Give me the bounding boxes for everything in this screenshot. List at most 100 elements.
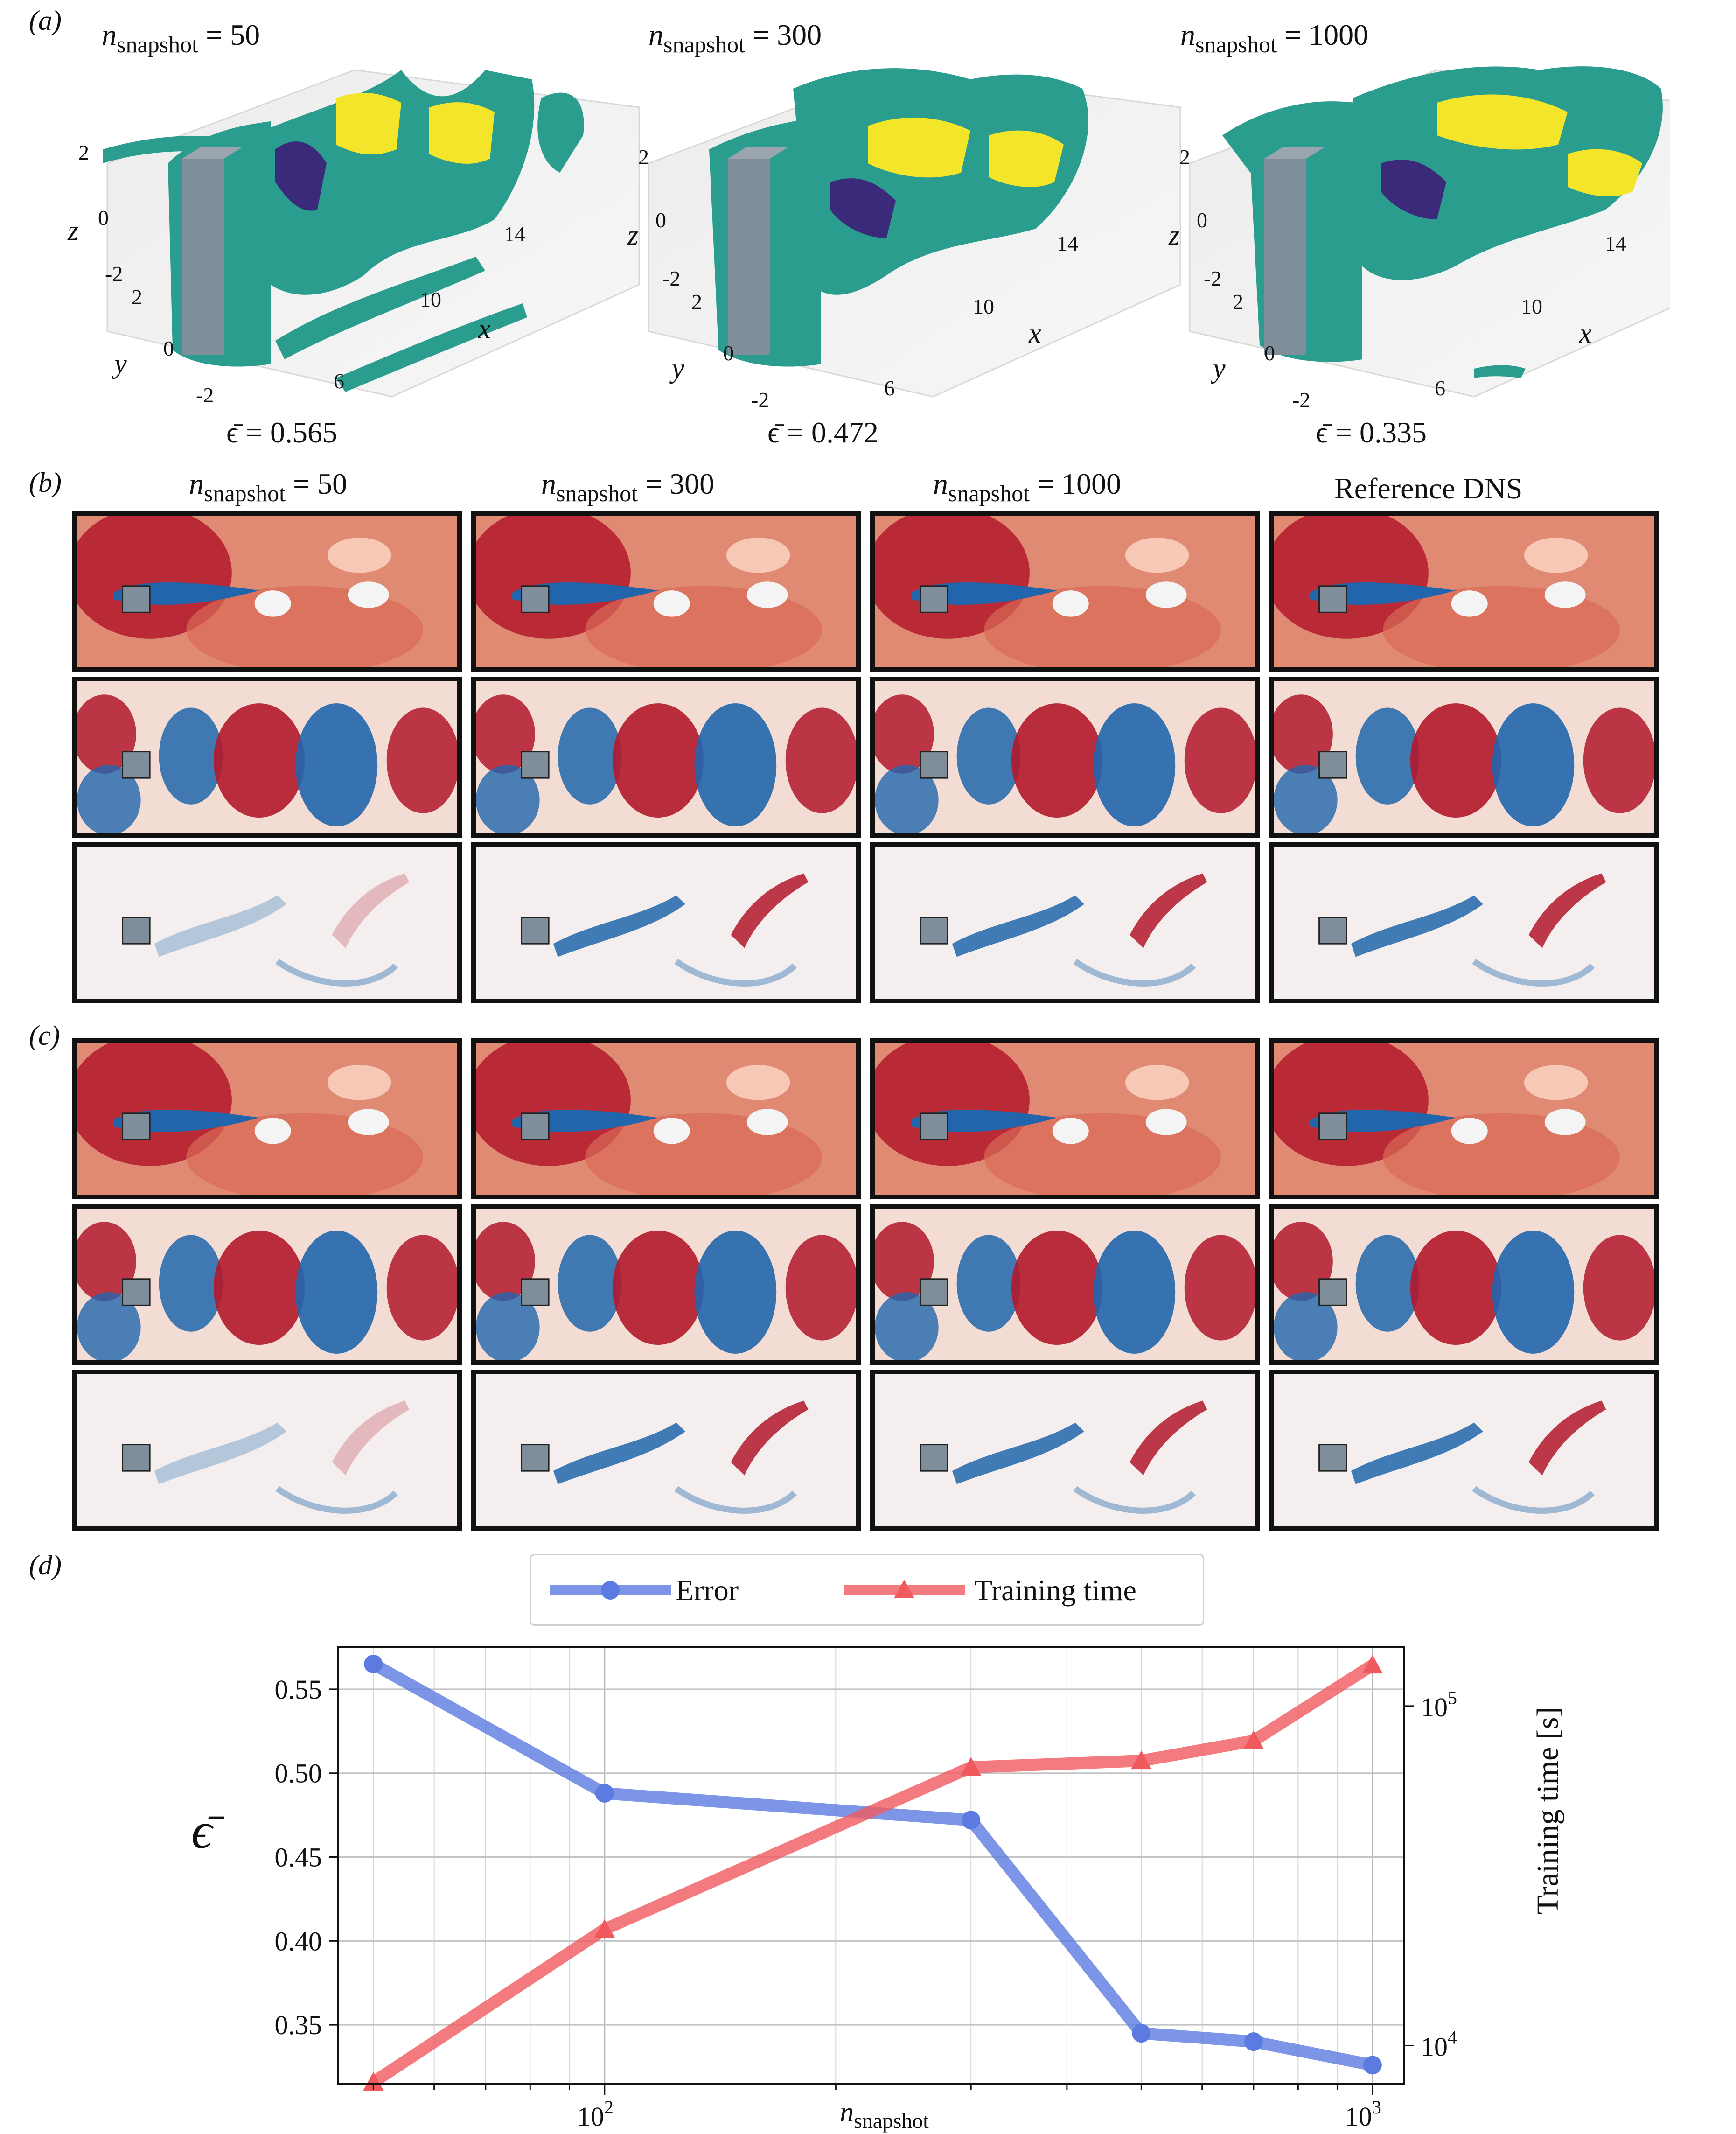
flow-field-c-row2-col2 [471, 1204, 861, 1365]
training-time-point [1243, 1730, 1264, 1749]
error-point [1244, 2032, 1263, 2051]
error-value-c1: ϵ̄ = 0.565 [226, 416, 337, 449]
tick-x-14-c1: 14 [504, 222, 525, 246]
error-point [364, 1654, 383, 1673]
column-header-1000: nsnapshot = 1000 [933, 467, 1122, 506]
error-point [962, 1811, 981, 1830]
chart-legend: Error Training time [530, 1554, 1204, 1626]
flow-field-b-row1-col4 [1269, 511, 1659, 672]
training-time-point [594, 1919, 615, 1938]
flow-field-c-row2-col1 [72, 1204, 462, 1365]
axis-x-c1: x [478, 313, 491, 344]
y2-tick-label: 105 [1421, 1687, 1457, 1722]
tick-z-0-c2: 0 [655, 208, 666, 232]
tick-z-0-c1: 0 [98, 206, 109, 230]
tick-y-neg2-c3: -2 [1292, 388, 1311, 412]
y-axis-label: ϵ̄ [191, 1802, 212, 1859]
flow-field-b-row3-col2 [471, 842, 861, 1003]
flow-field-c-row1-col3 [870, 1038, 1260, 1199]
flow-field-b-row1-col1 [72, 511, 462, 672]
case-title-1: nsnapshot = 50 [102, 18, 260, 57]
x-tick-label: 102 [577, 2097, 614, 2132]
axis-x-c3: x [1579, 318, 1592, 349]
error-point [1132, 2024, 1151, 2043]
flow-field-b-row1-col3 [870, 511, 1260, 672]
axis-z-c2: z [627, 220, 639, 251]
tick-x-6-c2: 6 [884, 376, 895, 400]
isosurface-renderings [103, 66, 1670, 398]
tick-z-neg2-c2: -2 [662, 266, 681, 290]
tick-x-10-c1: 10 [420, 287, 441, 311]
flow-field-c-row1-col4 [1269, 1038, 1659, 1199]
tick-y-2-c2: 2 [691, 290, 702, 314]
flow-field-b-row2-col4 [1269, 677, 1659, 838]
tick-z-0-c3: 0 [1197, 208, 1207, 232]
y-tick-label: 0.45 [275, 1842, 322, 1873]
axis-y-c1: y [114, 348, 127, 379]
flow-field-b-row2-col3 [870, 677, 1260, 838]
flow-field-b-row2-col1 [72, 677, 462, 838]
x-tick-label: 103 [1345, 2097, 1381, 2132]
y-tick-label: 0.40 [275, 1926, 322, 1956]
tick-x-10-c2: 10 [973, 294, 994, 318]
flow-field-c-row2-col4 [1269, 1204, 1659, 1365]
legend-training-swatch [844, 1580, 965, 1598]
flow-field-b-row3-col3 [870, 842, 1260, 1003]
training-time-point [1131, 1750, 1152, 1770]
x-axis-label: nsnapshot [840, 2097, 929, 2133]
flow-field-c-row1-col2 [471, 1038, 861, 1199]
y-tick-label: 0.50 [275, 1758, 322, 1789]
legend-training-label: Training time [974, 1574, 1136, 1607]
flow-field-b-row1-col2 [471, 511, 861, 672]
flow-field-c-row1-col1 [72, 1038, 462, 1199]
tick-y-neg2-c1: -2 [196, 383, 214, 407]
plot-frame [337, 1646, 1405, 2085]
tick-y-neg2-c2: -2 [751, 388, 769, 412]
flow-field-c-row2-col3 [870, 1204, 1260, 1365]
legend-error-swatch [550, 1581, 671, 1600]
tick-z-2-c3: 2 [1179, 145, 1190, 169]
legend-error-label: Error [676, 1574, 739, 1607]
tick-x-6-c3: 6 [1435, 376, 1445, 400]
training-time-point [961, 1757, 982, 1776]
tick-y-0-c3: 0 [1264, 341, 1275, 365]
series-line-training-time [370, 1660, 1376, 2087]
error-training-chart: 0.35 0.40 0.45 0.50 0.55 104 105 102 103 [275, 1646, 1457, 2132]
column-header-50: nsnapshot = 50 [189, 467, 348, 506]
flow-field-c-row3-col4 [1269, 1370, 1659, 1531]
y-tick-label: 0.35 [275, 2010, 322, 2040]
axis-z-c1: z [68, 215, 79, 246]
tick-x-14-c2: 14 [1057, 231, 1078, 255]
tick-y-0-c1: 0 [163, 336, 174, 360]
y2-axis-label: Training time [s] [1531, 1707, 1565, 1915]
panel-c-letter: (c) [29, 1020, 60, 1051]
case-title-2: nsnapshot = 300 [648, 18, 822, 57]
error-value-c3: ϵ̄ = 0.335 [1316, 416, 1427, 449]
axis-x-c2: x [1029, 318, 1041, 349]
error-point [595, 1784, 614, 1803]
tick-x-14-c3: 14 [1605, 231, 1626, 255]
error-point [1363, 2056, 1382, 2075]
tick-z-neg2-c1: -2 [105, 262, 123, 286]
axis-y-c2: y [672, 353, 684, 384]
training-time-point [1362, 1655, 1383, 1674]
flow-field-c-row3-col1 [72, 1370, 462, 1531]
flow-field-b-row3-col4 [1269, 842, 1659, 1003]
column-header-reference: Reference DNS [1334, 472, 1523, 505]
flow-field-c-row3-col2 [471, 1370, 861, 1531]
flow-field-b-row2-col2 [471, 677, 861, 838]
flow-field-c-row3-col3 [870, 1370, 1260, 1531]
y2-tick-label: 104 [1421, 2027, 1457, 2062]
axis-z-c3: z [1169, 220, 1180, 251]
series-line-error [370, 1658, 1374, 2071]
tick-y-2-c3: 2 [1233, 290, 1243, 314]
panel-a-letter: (a) [29, 5, 62, 36]
training-time-point [363, 2072, 384, 2091]
tick-x-6-c1: 6 [334, 369, 344, 393]
tick-y-2-c1: 2 [132, 285, 142, 309]
panel-d-letter: (d) [29, 1550, 62, 1581]
y-tick-label: 0.55 [275, 1674, 322, 1705]
flow-field-b-row3-col1 [72, 842, 462, 1003]
case-title-3: nsnapshot = 1000 [1180, 18, 1369, 57]
tick-z-neg2-c3: -2 [1204, 266, 1222, 290]
